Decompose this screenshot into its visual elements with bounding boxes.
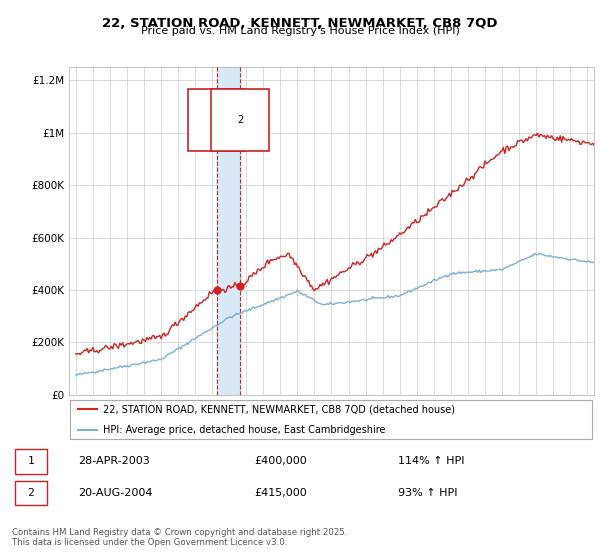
FancyBboxPatch shape	[15, 449, 47, 474]
Text: Price paid vs. HM Land Registry's House Price Index (HPI): Price paid vs. HM Land Registry's House …	[140, 26, 460, 36]
Text: 2: 2	[237, 115, 243, 125]
Text: £400,000: £400,000	[254, 456, 307, 466]
Text: Contains HM Land Registry data © Crown copyright and database right 2025.
This d: Contains HM Land Registry data © Crown c…	[12, 528, 347, 547]
FancyBboxPatch shape	[70, 400, 592, 439]
Text: 114% ↑ HPI: 114% ↑ HPI	[398, 456, 464, 466]
Text: 22, STATION ROAD, KENNETT, NEWMARKET, CB8 7QD (detached house): 22, STATION ROAD, KENNETT, NEWMARKET, CB…	[103, 404, 455, 414]
Text: 1: 1	[28, 456, 34, 466]
Text: 2: 2	[28, 488, 34, 498]
Text: 20-AUG-2004: 20-AUG-2004	[78, 488, 153, 498]
Text: HPI: Average price, detached house, East Cambridgeshire: HPI: Average price, detached house, East…	[103, 424, 386, 435]
Text: 93% ↑ HPI: 93% ↑ HPI	[398, 488, 457, 498]
Text: 1: 1	[214, 115, 220, 125]
Text: 28-APR-2003: 28-APR-2003	[78, 456, 150, 466]
FancyBboxPatch shape	[15, 480, 47, 505]
Text: 22, STATION ROAD, KENNETT, NEWMARKET, CB8 7QD: 22, STATION ROAD, KENNETT, NEWMARKET, CB…	[102, 17, 498, 30]
Bar	[217, 67, 240, 395]
Text: £415,000: £415,000	[254, 488, 307, 498]
